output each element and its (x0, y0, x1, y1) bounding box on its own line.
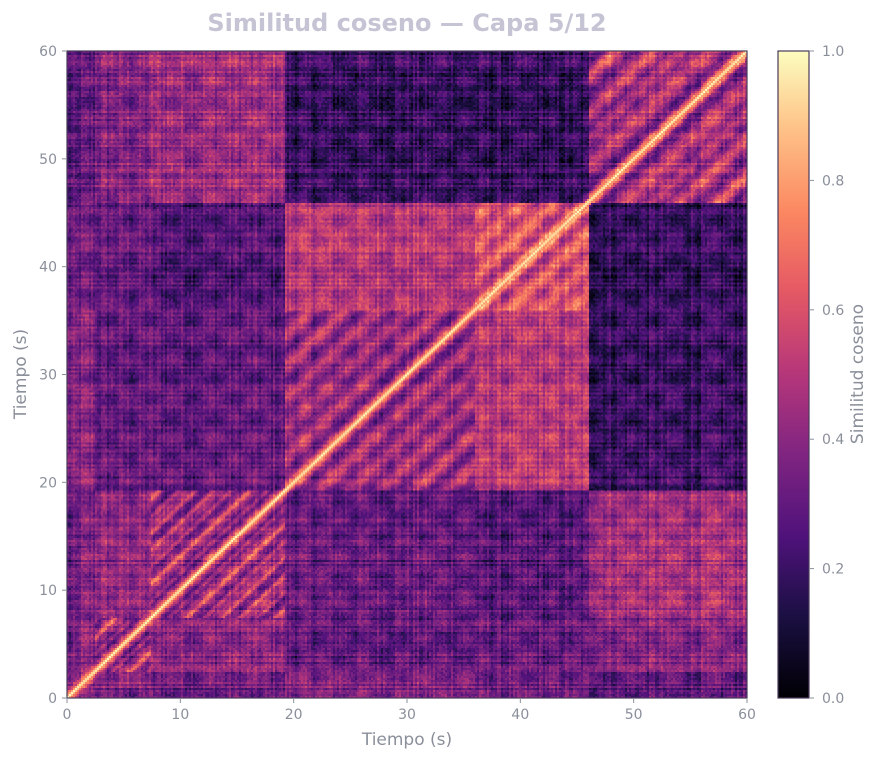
y-tick-label: 30 (39, 368, 57, 384)
y-axis-label: Tiempo (s) (11, 329, 31, 420)
y-tick-label: 60 (39, 44, 57, 60)
x-tick-label: 50 (625, 707, 643, 723)
x-axis-label: Tiempo (s) (361, 730, 452, 750)
y-axis: 0 10 20 30 40 50 60 (39, 44, 67, 707)
colorbar-tick-label: 0.0 (822, 691, 844, 707)
y-tick-label: 50 (39, 152, 57, 168)
chart-title: Similitud coseno — Capa 5/12 (207, 9, 606, 37)
x-tick-label: 10 (171, 707, 189, 723)
colorbar-tick-label: 0.8 (822, 173, 844, 189)
y-tick-label: 0 (48, 691, 57, 707)
y-tick-label: 20 (39, 475, 57, 491)
colorbar-axis: 0.0 0.2 0.4 0.6 0.8 1.0 (809, 44, 844, 707)
x-tick-label: 40 (511, 707, 529, 723)
y-tick-label: 10 (39, 583, 57, 599)
colorbar-tick-label: 0.4 (822, 432, 844, 448)
x-tick-label: 30 (398, 707, 416, 723)
x-tick-label: 0 (63, 707, 72, 723)
heatmap-image (67, 51, 747, 698)
colorbar (778, 51, 809, 698)
colorbar-frame (777, 50, 810, 699)
x-tick-label: 60 (738, 707, 756, 723)
colorbar-label: Similitud coseno (848, 304, 868, 444)
x-tick-label: 20 (285, 707, 303, 723)
x-axis: 0 10 20 30 40 50 60 (63, 698, 756, 723)
colorbar-tick-label: 1.0 (822, 44, 844, 60)
y-tick-label: 40 (39, 260, 57, 276)
colorbar-tick-label: 0.6 (822, 303, 844, 319)
colorbar-tick-label: 0.2 (822, 562, 844, 578)
